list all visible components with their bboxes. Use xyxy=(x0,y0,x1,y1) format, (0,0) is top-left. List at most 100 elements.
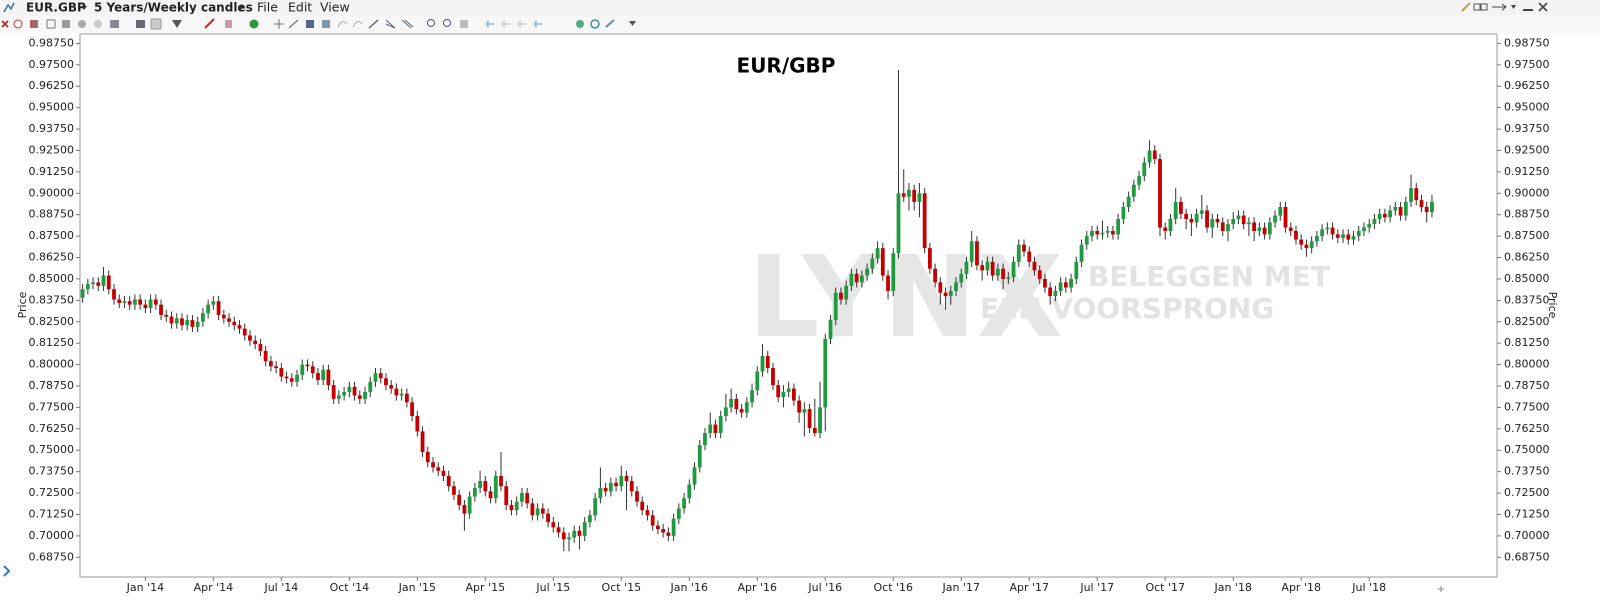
candle-body xyxy=(802,409,807,413)
tool-icon[interactable] xyxy=(337,21,348,28)
x-tick-label: Apr '16 xyxy=(738,581,778,594)
candle-body xyxy=(420,431,425,452)
y-tick-label: 0.68750 xyxy=(1504,550,1550,563)
link-icon[interactable] xyxy=(1480,3,1488,11)
tool-icon[interactable] xyxy=(30,20,38,28)
tool-icon[interactable] xyxy=(385,19,396,29)
tool-icon[interactable] xyxy=(443,19,451,27)
candle-body xyxy=(1121,207,1126,219)
pin-icon[interactable] xyxy=(1461,2,1471,12)
candle-body xyxy=(1048,287,1053,297)
y-tick-label: 0.91250 xyxy=(29,165,75,178)
y-tick-label: 0.73750 xyxy=(1504,465,1550,478)
link-icon[interactable] xyxy=(1473,3,1481,11)
tool-icon[interactable] xyxy=(501,20,510,28)
tool-icon[interactable] xyxy=(427,19,435,27)
plot xyxy=(80,69,1434,552)
y-tick-label: 0.80000 xyxy=(1504,358,1550,371)
candle-body xyxy=(127,301,132,305)
x-tick-label: Jan '17 xyxy=(942,581,980,594)
period[interactable]: 5 Years/Weekly candles xyxy=(94,1,253,15)
tool-icon[interactable] xyxy=(629,21,636,26)
tool-icon[interactable] xyxy=(46,19,56,29)
tool-icon[interactable] xyxy=(576,20,584,28)
tool-icon[interactable] xyxy=(322,20,330,28)
tool-icon[interactable] xyxy=(136,20,145,28)
detach-icon[interactable] xyxy=(1492,3,1507,11)
candle-body xyxy=(1288,227,1293,231)
candle-body xyxy=(263,350,268,362)
tool-icon[interactable] xyxy=(352,21,363,28)
candle-body xyxy=(697,445,702,468)
candle-body xyxy=(237,325,242,329)
candle-body xyxy=(1257,227,1262,231)
y-tick-label: 0.98750 xyxy=(1504,36,1550,49)
candle-body xyxy=(687,484,692,499)
candle-body xyxy=(488,491,493,499)
x-tick-label: Oct '17 xyxy=(1145,581,1185,594)
y-tick-label: 0.78750 xyxy=(29,379,75,392)
tool-icon[interactable] xyxy=(460,20,468,28)
candle-body xyxy=(854,273,859,283)
x-tick-label: Jan '16 xyxy=(670,581,708,594)
tool-icon[interactable] xyxy=(401,19,414,29)
candle-body xyxy=(242,328,247,336)
tool-icon[interactable] xyxy=(605,19,615,28)
menu-item[interactable]: File xyxy=(257,0,278,15)
tool-icon[interactable] xyxy=(62,20,70,28)
candle-body xyxy=(321,369,326,381)
candle-body xyxy=(415,415,420,432)
candle-body xyxy=(148,299,153,309)
tool-icon[interactable] xyxy=(1,20,9,28)
tool-icon[interactable] xyxy=(94,20,102,28)
close-icon[interactable] xyxy=(1538,2,1548,12)
candle-body xyxy=(164,314,169,317)
tool-icon[interactable] xyxy=(368,19,379,29)
tool-icon[interactable] xyxy=(306,20,314,28)
tool-icon[interactable] xyxy=(274,19,284,29)
tool-icon[interactable] xyxy=(590,19,600,29)
candle-body xyxy=(441,470,446,476)
candle-body xyxy=(750,390,754,403)
y-tick-label: 0.71250 xyxy=(29,507,75,520)
symbol[interactable]: EUR.GBP xyxy=(26,1,86,15)
candle-body xyxy=(1226,224,1230,231)
tool-icon[interactable] xyxy=(204,18,215,29)
y-tick-label: 0.91250 xyxy=(1504,165,1550,178)
tool-icon[interactable] xyxy=(225,20,232,28)
y-tick-label: 0.78750 xyxy=(1504,379,1550,392)
menu-item[interactable]: Edit xyxy=(288,0,312,15)
candle-body xyxy=(1131,184,1136,197)
dropdown-arrow[interactable] xyxy=(81,6,87,10)
tool-icon[interactable] xyxy=(485,20,494,28)
candle-body xyxy=(1084,236,1089,245)
candle-body xyxy=(1142,162,1147,177)
expand-icon[interactable] xyxy=(3,565,11,577)
dropdown-arrow[interactable] xyxy=(1511,5,1516,9)
scroll-marker[interactable] xyxy=(1438,586,1444,592)
tool-icon[interactable] xyxy=(110,20,119,28)
tool-icon[interactable] xyxy=(249,19,259,29)
candle-body xyxy=(117,299,122,303)
tool-icon[interactable] xyxy=(172,20,182,28)
candle-body xyxy=(174,318,179,324)
tool-icon[interactable] xyxy=(13,19,23,29)
menu-item[interactable]: View xyxy=(320,0,350,15)
tool-icon[interactable] xyxy=(288,19,299,29)
candle-body xyxy=(410,402,415,416)
candle-body xyxy=(201,313,205,322)
candle-body xyxy=(101,275,106,286)
candle-body xyxy=(786,388,791,393)
dropdown-arrow[interactable] xyxy=(238,6,244,10)
candle-body xyxy=(1267,222,1272,235)
tool-icon[interactable] xyxy=(533,20,542,28)
candle-body xyxy=(352,386,357,396)
tool-icon[interactable] xyxy=(150,18,162,30)
tool-icon[interactable] xyxy=(78,20,86,28)
plot-frame xyxy=(79,33,1498,578)
candle-body xyxy=(1016,244,1021,262)
tool-icon[interactable] xyxy=(517,20,526,28)
app-icon xyxy=(3,2,15,13)
candle-body xyxy=(629,481,634,492)
